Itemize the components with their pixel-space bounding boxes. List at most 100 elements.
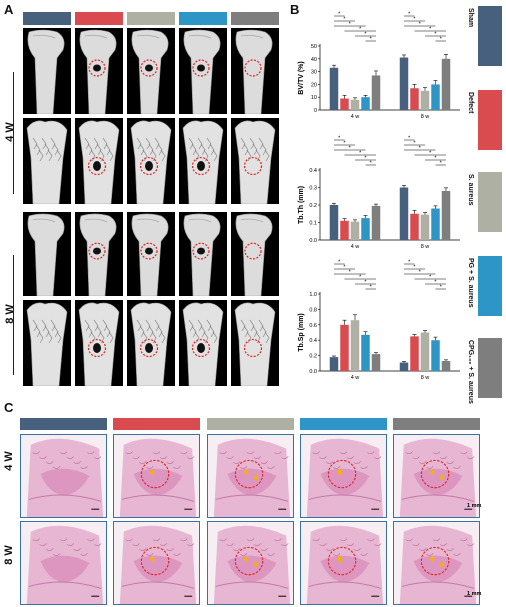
group-bar-c-1 [20,418,107,430]
significance-star: * [343,17,346,23]
bar-1-4 [441,191,451,240]
week-bracket-8w [13,255,14,375]
microct-image-r2-c3 [127,118,175,204]
significance-star: * [349,22,352,28]
microct-image-r4-c4 [179,300,227,386]
significance-star: * [429,151,432,157]
significance-star: * [434,156,437,162]
x-category-label: 8 w [421,114,430,120]
significance-star: * [408,12,411,18]
y-tick-label: 50 [311,44,317,50]
group-bar-c-3 [207,418,294,430]
x-category-label: 4 w [351,375,360,381]
x-category-label: 8 w [421,244,430,250]
histology-image-r1-c5 [393,434,480,518]
significance-star: * [338,260,341,266]
microct-image-r2-c1 [23,118,71,204]
significance-star: * [413,265,416,271]
bar-1-0 [399,362,409,371]
legend-swatch-5 [478,338,502,398]
legend-swatch-1 [478,6,502,66]
histology-image-r1-c1 [20,434,107,518]
significance-star: * [413,17,416,23]
bar-1-3 [431,340,440,371]
microct-image-r1-c3 [127,28,175,114]
microct-image-r3-c3 [127,212,175,296]
microct-image-r3-c1 [23,212,71,296]
bar-1-2 [420,214,430,240]
week-label-4w: 4 W [3,122,16,142]
significance-star: * [419,146,422,152]
y-tick-label: 1.0 [309,292,317,298]
significance-star: * [408,136,411,142]
significance-star: * [413,141,416,147]
significance-star: * [343,265,346,271]
microct-image-r4-c2 [75,300,123,386]
panel-c-label: C [4,400,14,415]
legend-label-5: CPG₁₀₀ + S. aureus [467,340,474,404]
bar-0-2 [350,99,360,110]
microct-image-r1-c5 [231,28,279,114]
histology-image-r2-c4 [300,521,387,605]
bar-0-4 [371,354,381,371]
significance-star: * [364,156,367,162]
bar-0-1 [340,98,349,110]
group-bar-a-4 [179,12,227,25]
y-tick-label: 0.2 [309,203,317,209]
significance-star: * [338,12,341,18]
legend-label-3: S. aureus [467,174,474,206]
scale-label-8w: 1 mm [467,591,482,597]
group-bar-a-3 [127,12,175,25]
bar-1-2 [420,332,430,371]
group-bar-c-4 [300,418,387,430]
microct-image-r2-c2 [75,118,123,204]
histology-image-r1-c3 [207,434,294,518]
group-bar-a-1 [23,12,71,25]
microct-image-r1-c1 [23,28,71,114]
bar-0-3 [361,218,370,240]
histology-image-r1-c4 [300,434,387,518]
microct-image-r2-c4 [179,118,227,204]
group-bar-c-2 [113,418,200,430]
week-label-8w: 8 W [3,304,16,324]
significance-star: * [429,275,432,281]
bar-1-4 [441,360,451,371]
significance-star: * [370,37,373,43]
y-tick-label: 0.0 [309,238,317,244]
microct-image-r4-c1 [23,300,71,386]
y-tick-label: 0 [314,108,317,114]
bar-0-3 [361,97,370,110]
significance-star: * [349,270,352,276]
y-tick-label: 0.3 [309,186,317,192]
bar-1-1 [410,88,419,110]
bar-1-2 [420,90,430,110]
significance-star: * [434,280,437,286]
bar-0-0 [329,357,339,371]
x-category-label: 4 w [351,244,360,250]
y-axis-label: Tb.Th (mm) [298,186,305,224]
histology-image-r1-c2 [113,434,200,518]
significance-star: * [364,280,367,286]
legend-label-4: PG + S. aureus [467,258,474,308]
bar-0-3 [361,334,370,371]
significance-star: * [429,27,432,33]
bar-0-4 [371,75,381,110]
microct-image-r4-c3 [127,300,175,386]
bar-1-3 [431,84,440,110]
legend-swatch-4 [478,256,502,316]
y-tick-label: 20 [311,82,317,88]
significance-star: * [338,136,341,142]
microct-image-r1-c2 [75,28,123,114]
bar-0-2 [350,320,360,371]
panel-a-label: A [4,2,14,17]
microct-image-r3-c4 [179,212,227,296]
significance-star: * [370,161,373,167]
group-bar-c-5 [393,418,480,430]
microct-image-r4-c5 [231,300,279,386]
bar-0-4 [371,205,381,240]
